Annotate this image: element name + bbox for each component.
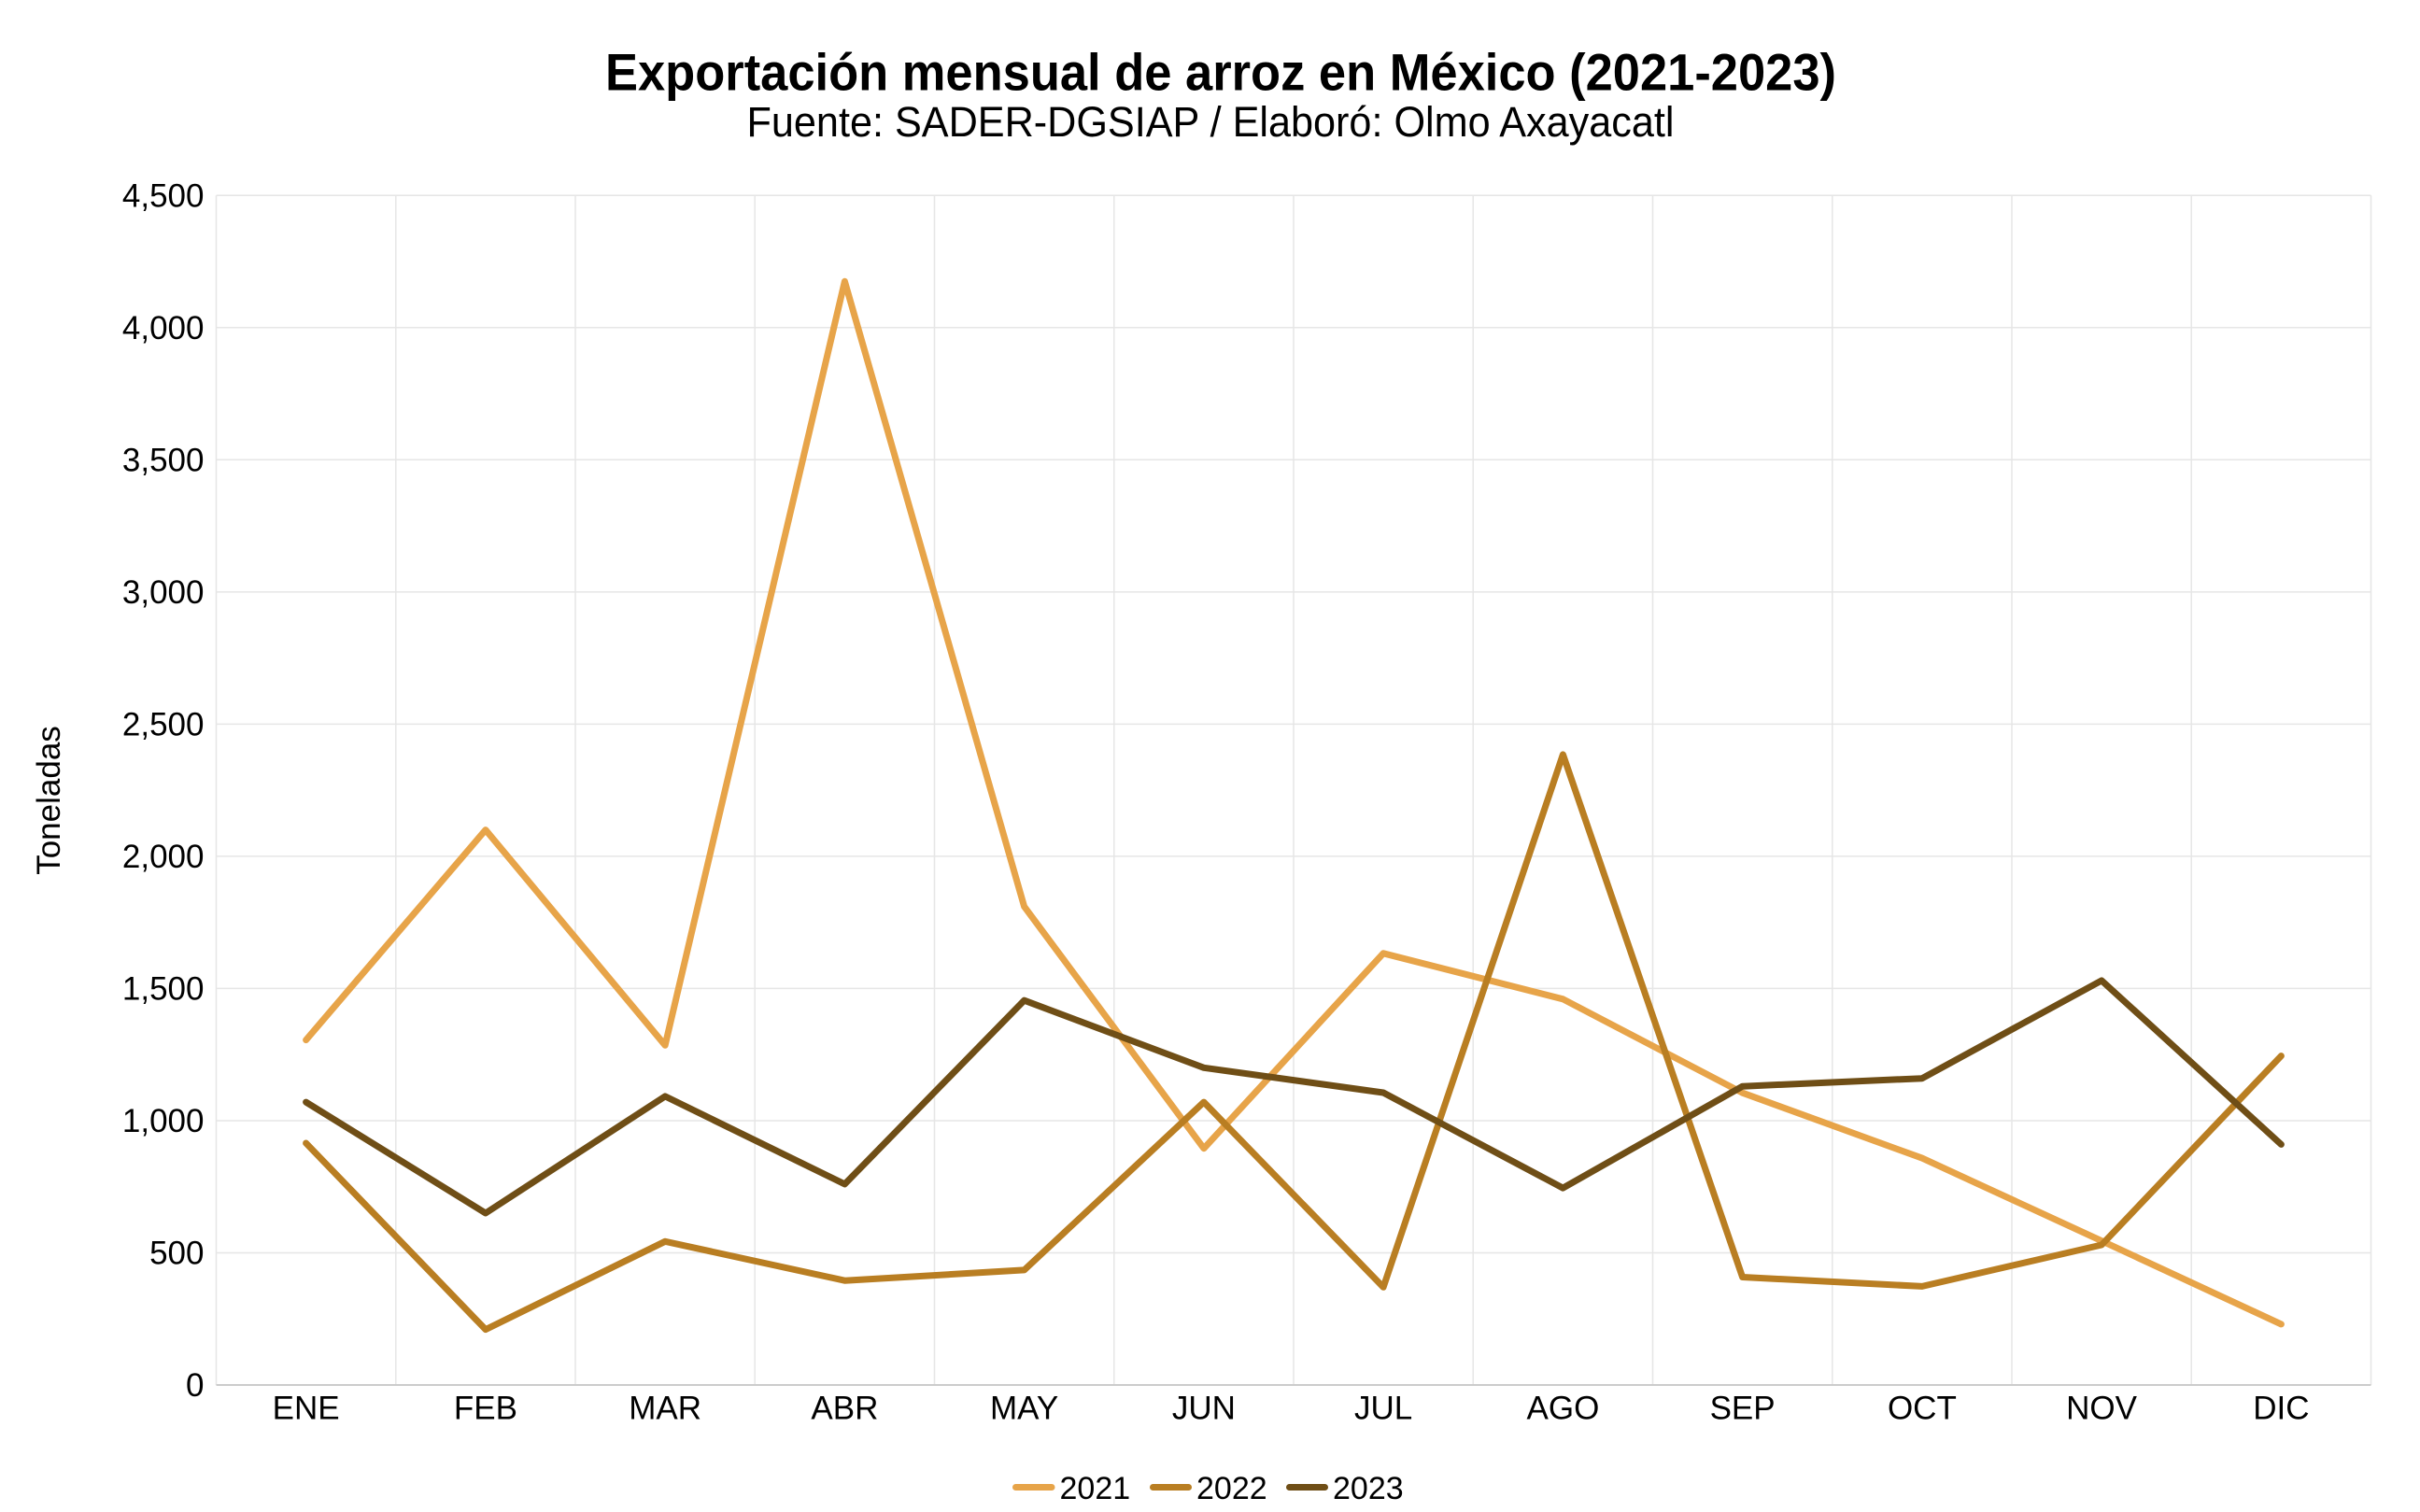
svg-text:ABR: ABR xyxy=(811,1391,878,1427)
svg-text:3,500: 3,500 xyxy=(122,442,205,478)
svg-text:JUL: JUL xyxy=(1354,1391,1412,1427)
svg-text:MAY: MAY xyxy=(990,1391,1058,1427)
svg-text:OCT: OCT xyxy=(1888,1391,1957,1427)
svg-text:Toneladas: Toneladas xyxy=(31,726,67,875)
svg-text:1,000: 1,000 xyxy=(122,1103,205,1139)
svg-text:3,000: 3,000 xyxy=(122,574,205,611)
svg-text:DIC: DIC xyxy=(2253,1391,2309,1427)
svg-text:1,500: 1,500 xyxy=(122,971,205,1008)
svg-text:ENE: ENE xyxy=(273,1391,340,1427)
svg-text:2,000: 2,000 xyxy=(122,839,205,875)
svg-text:Exportación mensual de arroz e: Exportación mensual de arroz en México (… xyxy=(605,43,1836,102)
svg-text:500: 500 xyxy=(149,1236,204,1272)
svg-text:JUN: JUN xyxy=(1172,1391,1236,1427)
svg-text:2023: 2023 xyxy=(1333,1471,1404,1506)
svg-text:MAR: MAR xyxy=(629,1391,701,1427)
svg-text:FEB: FEB xyxy=(454,1391,517,1427)
svg-text:4,500: 4,500 xyxy=(122,177,205,214)
svg-text:Fuente: SADER-DGSIAP / Elaboró: Fuente: SADER-DGSIAP / Elaboró: Olmo Axa… xyxy=(747,98,1675,146)
svg-text:0: 0 xyxy=(186,1367,204,1404)
svg-text:AGO: AGO xyxy=(1527,1391,1600,1427)
svg-text:4,000: 4,000 xyxy=(122,310,205,346)
svg-text:2,500: 2,500 xyxy=(122,707,205,743)
svg-text:2021: 2021 xyxy=(1060,1471,1131,1506)
svg-text:SEP: SEP xyxy=(1710,1391,1776,1427)
svg-text:2022: 2022 xyxy=(1196,1471,1267,1506)
svg-text:NOV: NOV xyxy=(2066,1391,2138,1427)
